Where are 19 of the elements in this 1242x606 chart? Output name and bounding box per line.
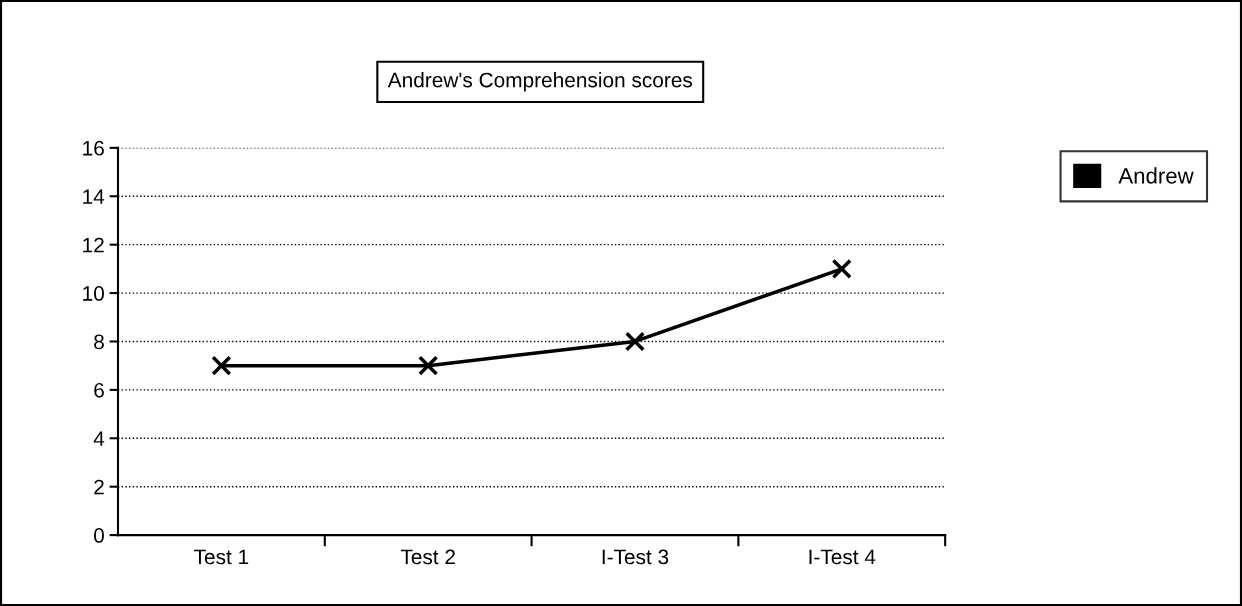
point <box>211 355 232 376</box>
y-tick-label: 10 <box>83 286 104 301</box>
point <box>418 355 439 376</box>
y-tick-label: 0 <box>94 528 104 543</box>
y-tick-label: 6 <box>94 382 104 398</box>
y-tick-label: 4 <box>93 431 105 446</box>
legend-label: Andrew <box>1118 167 1194 184</box>
point <box>831 258 852 279</box>
point <box>624 331 646 352</box>
x-tick-label: I-Test 3 <box>602 549 669 565</box>
chart-title: Andrew's Comprehension scores <box>387 72 693 92</box>
y-tick-label: 2 <box>94 479 104 495</box>
x-tick-label: Test 2 <box>400 549 455 565</box>
x-tick-label: I-Test 4 <box>809 549 876 565</box>
y-tick-label: 12 <box>83 237 104 253</box>
x-tick-label: Test 1 <box>194 549 249 565</box>
y-tick-label: 8 <box>94 334 104 350</box>
y-tick-label: 16 <box>83 140 104 156</box>
y-tick-label: 14 <box>83 189 105 204</box>
